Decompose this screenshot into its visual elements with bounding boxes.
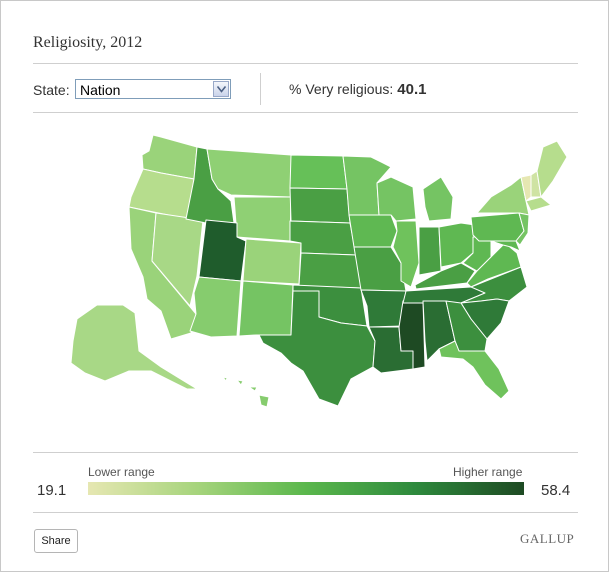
gallup-logo: GALLUP	[520, 531, 575, 546]
metric-value: 40.1	[397, 81, 427, 98]
state-new-mexico[interactable]	[238, 280, 294, 337]
share-button[interactable]: Share	[34, 529, 78, 553]
state-indiana[interactable]	[418, 226, 442, 276]
state-massachusetts[interactable]	[525, 196, 552, 212]
legend-high-label: Higher range	[453, 465, 523, 479]
state-maryland[interactable]	[490, 240, 521, 252]
state-florida[interactable]	[438, 340, 510, 400]
footer-divider	[33, 512, 578, 513]
state-new-york[interactable]	[476, 176, 530, 216]
legend-color-scale	[88, 482, 524, 495]
state-pennsylvania[interactable]	[470, 212, 525, 242]
state-arkansas[interactable]	[360, 289, 407, 328]
state-hawaii[interactable]	[222, 376, 270, 408]
metric-label: % Very religious:	[289, 81, 394, 97]
state-maine[interactable]	[536, 140, 568, 198]
state-north-dakota[interactable]	[289, 154, 348, 190]
state-arizona[interactable]	[189, 276, 242, 338]
dropdown-button[interactable]	[213, 81, 229, 97]
legend-max-value: 58.4	[541, 482, 571, 499]
us-state-map	[70, 134, 568, 408]
state-alaska[interactable]	[70, 304, 198, 390]
state-south-dakota[interactable]	[289, 187, 351, 224]
legend-low-label: Lower range	[88, 465, 155, 479]
state-iowa[interactable]	[348, 214, 398, 248]
state-michigan[interactable]	[422, 176, 454, 222]
state-kentucky[interactable]	[414, 262, 476, 290]
chart-title: Religiosity, 2012	[33, 34, 143, 51]
controls-separator	[260, 73, 261, 105]
state-texas[interactable]	[258, 290, 376, 407]
legend-divider	[33, 452, 578, 453]
state-montana[interactable]	[206, 148, 292, 198]
chevron-down-icon	[217, 86, 226, 93]
top-divider	[33, 63, 578, 64]
state-select-value: Nation	[80, 82, 121, 98]
state-colorado[interactable]	[242, 238, 302, 285]
state-label: State:	[33, 82, 70, 98]
controls-row: State: Nation % Very religious: 40.1	[33, 73, 578, 105]
state-kansas[interactable]	[298, 252, 362, 289]
state-wisconsin[interactable]	[376, 176, 417, 222]
metric-readout: % Very religious: 40.1	[289, 81, 426, 98]
controls-divider	[33, 112, 578, 113]
state-new-jersey[interactable]	[515, 212, 530, 246]
legend-min-value: 19.1	[37, 482, 67, 499]
state-select[interactable]: Nation	[75, 79, 231, 99]
state-wyoming[interactable]	[233, 196, 292, 242]
state-illinois[interactable]	[392, 220, 420, 288]
